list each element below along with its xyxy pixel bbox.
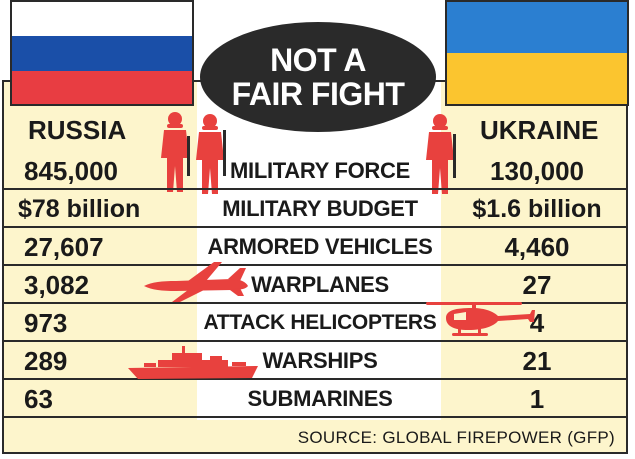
- russia-flag: [10, 0, 194, 106]
- soldier-icon: [161, 112, 190, 192]
- soldier-icon: [196, 114, 226, 194]
- helicopter-icon: [426, 302, 535, 336]
- source-note: SOURCE: GLOBAL FIREPOWER (GFP): [297, 428, 615, 447]
- row-label: MILITARY FORCE: [230, 158, 410, 183]
- table-row: 27,607 ARMORED VEHICLES 4,460: [4, 228, 626, 266]
- row-label: WARPLANES: [251, 272, 389, 297]
- table-row: 973 ATTACK HELICOPTERS 4: [4, 304, 626, 342]
- row-label: ATTACK HELICOPTERS: [203, 311, 437, 334]
- row-label: ARMORED VEHICLES: [207, 234, 433, 259]
- table-row: 3,082 WARPLANES 27: [4, 266, 626, 304]
- ukraine-value: 4,460: [504, 232, 570, 262]
- table-row: 63 SUBMARINES 1: [4, 380, 626, 418]
- table-row: 289 WARSHIPS 21: [4, 342, 626, 380]
- row-label: MILITARY BUDGET: [222, 196, 418, 221]
- ukraine-value: 21: [522, 346, 552, 376]
- warplane-icon: [144, 262, 248, 302]
- table-row: $78 billion MILITARY BUDGET $1.6 billion: [4, 190, 626, 228]
- ukraine-flag: [445, 0, 629, 106]
- russia-value: 63: [24, 384, 53, 414]
- russia-value: 3,082: [24, 270, 90, 300]
- ukraine-value: 1: [529, 384, 545, 414]
- row-label: WARSHIPS: [262, 348, 378, 373]
- russia-value: 27,607: [24, 232, 104, 262]
- russia-value: 289: [24, 346, 68, 376]
- ukraine-heading: UKRAINE: [480, 115, 599, 145]
- russia-value: 845,000: [24, 156, 118, 186]
- title-line-1: NOT A: [270, 42, 366, 78]
- warship-icon: [128, 346, 258, 379]
- ukraine-value: 27: [522, 270, 552, 300]
- ukraine-value: 130,000: [490, 156, 584, 186]
- russia-value: $78 billion: [18, 195, 141, 223]
- russia-value: 973: [24, 308, 68, 338]
- title-oval: NOT A FAIR FIGHT: [200, 22, 436, 132]
- title-line-2: FAIR FIGHT: [231, 76, 405, 112]
- table-row: 845,000 MILITARY FORCE 130,000: [4, 152, 626, 190]
- russia-heading: RUSSIA: [28, 115, 127, 145]
- row-label: SUBMARINES: [247, 386, 393, 411]
- ukraine-value: $1.6 billion: [472, 195, 602, 223]
- soldier-icon: [426, 114, 456, 194]
